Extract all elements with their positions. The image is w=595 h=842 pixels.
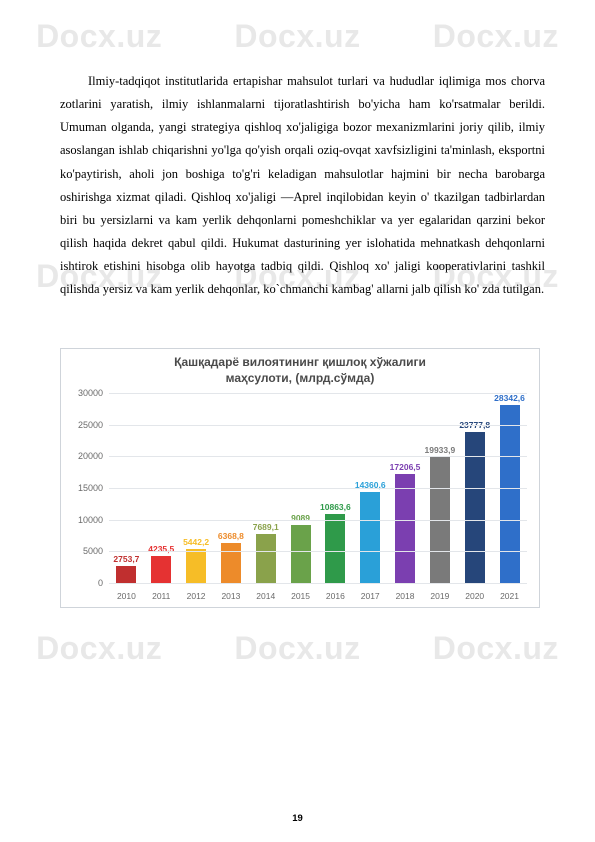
chart-bar-rect: [291, 525, 311, 583]
chart-gridline: [109, 425, 527, 426]
chart-bar-rect: [116, 566, 136, 583]
chart-plot-area: 2753,7 4235,5 5442,2 6368,8 7689,1 9089 10863,…: [109, 393, 527, 583]
chart-x-tick-label: 2017: [353, 591, 388, 601]
chart-x-tick-label: 2011: [144, 591, 179, 601]
chart-bar-rect: [465, 432, 485, 583]
chart-bar-rect: [395, 474, 415, 583]
chart-y-tick-label: 25000: [69, 420, 103, 430]
chart-title: Қашқадарё вилоятининг қишлоқ хўжалиги ма…: [61, 355, 539, 386]
chart-bar-rect: [500, 405, 520, 583]
chart-x-tick-label: 2012: [179, 591, 214, 601]
bar-chart: Қашқадарё вилоятининг қишлоқ хўжалиги ма…: [60, 348, 540, 608]
chart-x-tick-label: 2016: [318, 591, 353, 601]
chart-bar-rect: [360, 492, 380, 583]
chart-x-tick-label: 2019: [422, 591, 457, 601]
chart-bar-value-label: 28342,6: [494, 393, 525, 403]
chart-bar-value-label: 7689,1: [253, 522, 279, 532]
watermark: Docx.uz: [234, 18, 360, 55]
chart-bar-value-label: 10863,6: [320, 502, 351, 512]
body-text: Ilmiy-tadqiqot institutlarida ertapishar…: [60, 70, 545, 301]
chart-bar-value-label: 19933,9: [425, 445, 456, 455]
chart-bar-value-label: 9089: [291, 513, 310, 523]
page-number: 19: [0, 813, 595, 824]
watermark: Docx.uz: [36, 630, 162, 667]
watermark: Docx.uz: [234, 630, 360, 667]
chart-bar-rect: [186, 549, 206, 583]
watermark: Docx.uz: [36, 18, 162, 55]
chart-x-axis: 2010201120122013201420152016201720182019…: [109, 591, 527, 601]
chart-gridline: [109, 583, 527, 584]
chart-x-tick-label: 2014: [248, 591, 283, 601]
chart-x-tick-label: 2013: [213, 591, 248, 601]
chart-bar-value-label: 5442,2: [183, 537, 209, 547]
paragraph: Ilmiy-tadqiqot institutlarida ertapishar…: [60, 70, 545, 301]
chart-y-tick-label: 15000: [69, 483, 103, 493]
chart-bar-rect: [325, 514, 345, 583]
chart-bar-value-label: 2753,7: [113, 554, 139, 564]
chart-bar-value-label: 17206,5: [390, 462, 421, 472]
chart-title-line2: маҳсулоти, (млрд.сўмда): [61, 371, 539, 387]
chart-gridline: [109, 456, 527, 457]
chart-y-tick-label: 10000: [69, 515, 103, 525]
chart-title-line1: Қашқадарё вилоятининг қишлоқ хўжалиги: [61, 355, 539, 371]
chart-gridline: [109, 520, 527, 521]
chart-bar-rect: [221, 543, 241, 583]
chart-gridline: [109, 393, 527, 394]
watermark: Docx.uz: [433, 630, 559, 667]
chart-x-tick-label: 2010: [109, 591, 144, 601]
watermark-row: Docx.uz Docx.uz Docx.uz: [0, 630, 595, 667]
watermark: Docx.uz: [433, 18, 559, 55]
chart-bar-rect: [256, 534, 276, 583]
chart-bar-value-label: 4235,5: [148, 544, 174, 554]
chart-x-tick-label: 2015: [283, 591, 318, 601]
chart-x-tick-label: 2018: [388, 591, 423, 601]
chart-y-tick-label: 30000: [69, 388, 103, 398]
chart-y-tick-label: 20000: [69, 451, 103, 461]
watermark-row: Docx.uz Docx.uz Docx.uz: [0, 18, 595, 55]
chart-gridline: [109, 551, 527, 552]
chart-y-tick-label: 0: [69, 578, 103, 588]
chart-bar-rect: [151, 556, 171, 583]
chart-bar-value-label: 6368,8: [218, 531, 244, 541]
chart-x-tick-label: 2021: [492, 591, 527, 601]
paragraph-text: Ilmiy-tadqiqot institutlarida ertapishar…: [60, 74, 545, 296]
chart-y-tick-label: 5000: [69, 546, 103, 556]
chart-x-tick-label: 2020: [457, 591, 492, 601]
chart-gridline: [109, 488, 527, 489]
